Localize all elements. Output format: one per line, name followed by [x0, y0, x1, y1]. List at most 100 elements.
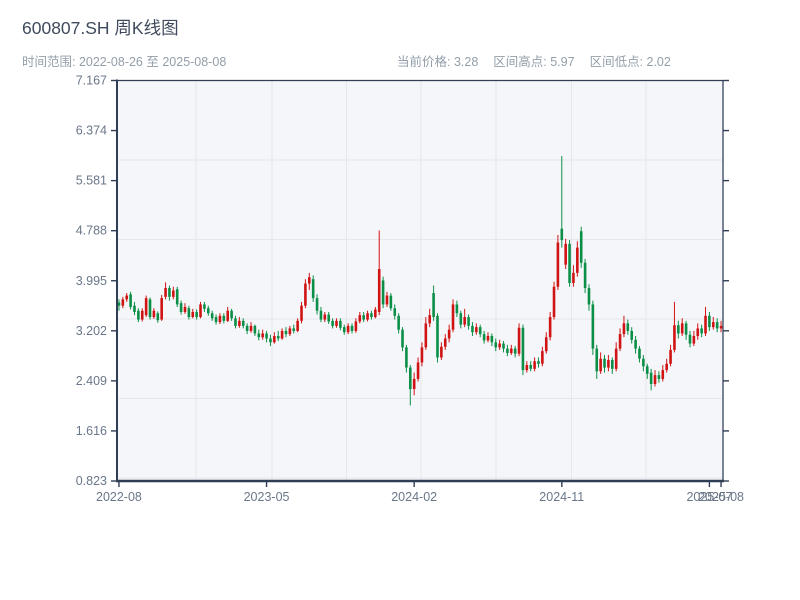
candle-down — [459, 313, 463, 325]
candle-up — [354, 321, 358, 331]
candle-down — [401, 329, 404, 348]
candle-down — [276, 335, 280, 339]
candle-down — [362, 315, 365, 320]
candle-down — [253, 325, 257, 334]
candle-down — [645, 366, 649, 374]
candle-up — [556, 242, 560, 287]
candle-down — [642, 358, 645, 367]
candle-up — [377, 269, 381, 312]
candle-up — [218, 315, 222, 323]
candle-down — [327, 314, 331, 322]
candle-down — [222, 315, 226, 321]
candle-down — [156, 313, 160, 321]
x-tick-label: 2023-05 — [244, 490, 290, 504]
candle-down — [168, 288, 171, 297]
candle-down — [315, 298, 319, 311]
y-tick-label: 4.788 — [76, 224, 107, 238]
candle-down — [137, 310, 140, 320]
candle-down — [350, 325, 354, 331]
candle-up — [164, 288, 167, 297]
candle-up — [614, 348, 618, 369]
candle-down — [506, 348, 509, 354]
candle-up — [463, 317, 466, 325]
candle-down — [206, 308, 210, 314]
candle-down — [610, 359, 614, 369]
page-title: 600807.SH 周K线图 — [22, 18, 179, 38]
candle-up — [304, 283, 307, 306]
candle-up — [572, 272, 575, 283]
candle-up — [475, 327, 478, 333]
candle-down — [494, 342, 498, 348]
candle-down — [234, 318, 237, 326]
candle-down — [478, 327, 482, 335]
range-high-stat: 区间高点: 5.97 — [493, 55, 575, 69]
candle-down — [579, 231, 583, 263]
date-range-label: 时间范围: 2022-08-26 至 2025-08-08 — [22, 55, 227, 69]
candle-down — [241, 320, 245, 326]
candle-up — [374, 309, 377, 318]
candle-down — [568, 243, 571, 283]
candle-down — [708, 315, 711, 328]
candle-up — [366, 313, 369, 320]
candle-down — [677, 325, 680, 334]
candle-up — [346, 325, 350, 333]
candle-down — [657, 375, 661, 379]
candle-down — [595, 348, 599, 372]
candle-down — [370, 313, 373, 318]
candle-down — [405, 347, 408, 368]
candle-down — [195, 311, 198, 318]
candle-down — [342, 327, 346, 333]
y-tick-label: 2.409 — [76, 374, 107, 388]
candle-up — [424, 323, 428, 348]
candle-down — [210, 313, 214, 319]
candle-up — [692, 335, 696, 344]
candle-up — [665, 363, 668, 371]
candle-down — [482, 334, 486, 341]
candle-up — [622, 323, 626, 335]
candle-down — [634, 339, 637, 349]
candle-up — [564, 243, 567, 265]
range-low-stat: 区间低点: 2.02 — [589, 55, 671, 69]
current-price-stat: 当前价格: 3.28 — [397, 55, 479, 69]
candle-up — [183, 306, 187, 312]
candle-up — [323, 314, 327, 320]
candle-down — [471, 325, 474, 333]
candle-down — [179, 303, 183, 312]
candle-down — [265, 333, 268, 339]
candle-down — [521, 327, 525, 371]
candle-up — [443, 338, 447, 347]
candle-down — [393, 308, 397, 316]
candle-down — [700, 328, 703, 334]
y-tick-label: 3.202 — [76, 324, 107, 338]
candle-up — [307, 277, 311, 284]
price-stats: 当前价格: 3.28 区间高点: 5.97 区间低点: 2.02 — [397, 51, 671, 70]
candle-down — [331, 320, 334, 326]
candle-down — [117, 302, 121, 306]
candle-down — [432, 293, 435, 318]
candle-up — [680, 323, 684, 334]
candle-down — [638, 348, 641, 359]
candle-down — [175, 289, 179, 305]
candle-down — [715, 322, 719, 329]
candle-up — [498, 343, 501, 348]
candle-up — [144, 298, 148, 316]
candle-down — [513, 348, 517, 354]
candle-down — [560, 228, 564, 241]
candle-up — [172, 290, 175, 297]
candle-down — [408, 367, 412, 390]
candle-up — [273, 335, 276, 343]
candle-down — [502, 343, 505, 349]
candle-down — [257, 333, 261, 338]
candle-up — [599, 358, 602, 372]
candle-up — [509, 348, 513, 354]
candle-up — [152, 310, 156, 318]
candle-up — [544, 337, 548, 352]
candle-up — [533, 361, 536, 369]
candle-down — [203, 304, 206, 309]
candle-up — [385, 295, 389, 305]
candle-up — [669, 349, 672, 364]
candle-up — [541, 351, 544, 364]
candle-down — [684, 323, 688, 335]
candle-down — [187, 308, 191, 318]
candle-down — [583, 262, 587, 289]
